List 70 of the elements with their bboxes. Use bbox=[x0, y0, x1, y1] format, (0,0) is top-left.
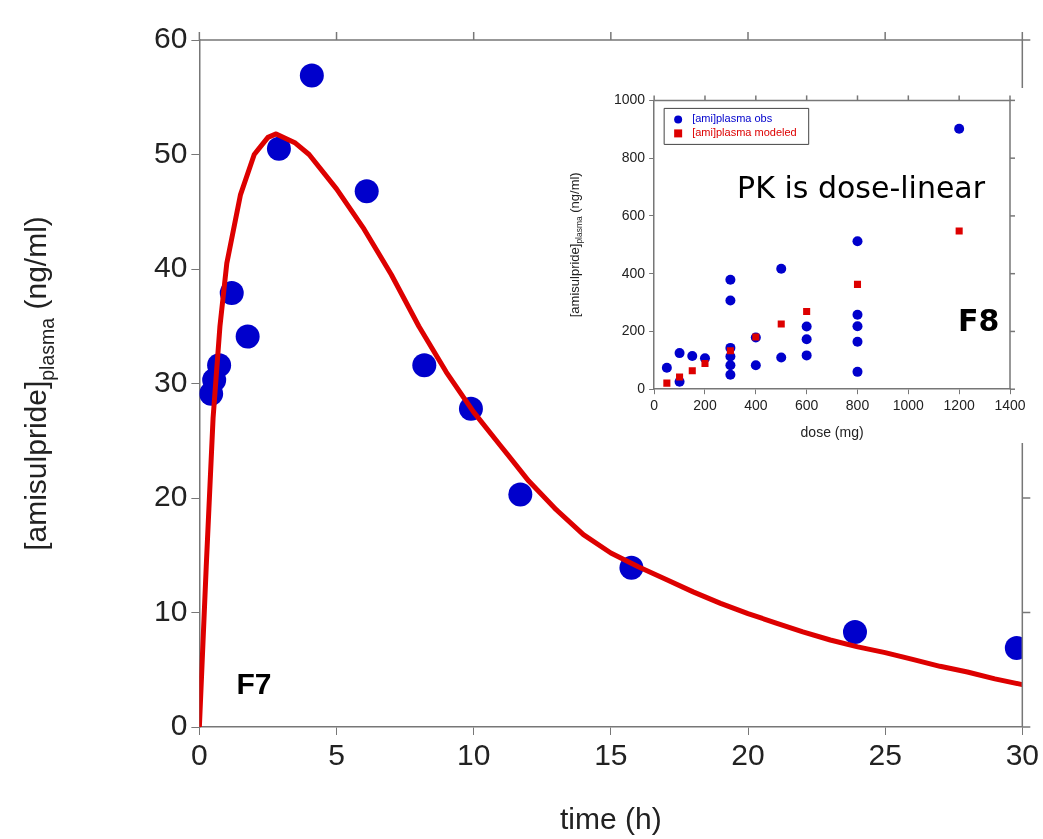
x-tick-label: 10 bbox=[457, 738, 491, 772]
y-tick-label: 600 bbox=[621, 206, 646, 223]
point bbox=[508, 482, 533, 507]
annotation: F8 bbox=[957, 302, 1000, 338]
x-tick-label: 20 bbox=[731, 738, 765, 772]
x-tick-label: 15 bbox=[594, 738, 628, 772]
annotation: PK is dose-linear bbox=[737, 169, 986, 205]
x-axis-title: dose (mg) bbox=[800, 423, 864, 440]
x-tick-label: 5 bbox=[328, 738, 345, 772]
y-tick-label: 40 bbox=[153, 250, 188, 284]
y-tick-label: 60 bbox=[153, 21, 188, 55]
point bbox=[954, 123, 965, 134]
point bbox=[687, 350, 698, 361]
x-tick-label: 200 bbox=[693, 397, 717, 414]
y-tick-label: 200 bbox=[621, 322, 646, 339]
point bbox=[801, 334, 812, 345]
x-tick-label: 400 bbox=[744, 397, 768, 414]
x-tick-label: 1000 bbox=[892, 397, 925, 414]
point bbox=[661, 362, 672, 373]
point bbox=[801, 321, 812, 332]
point bbox=[776, 352, 787, 363]
point bbox=[842, 619, 867, 644]
x-tick-label: 800 bbox=[845, 397, 870, 414]
point bbox=[852, 309, 863, 320]
point bbox=[266, 136, 291, 161]
point bbox=[725, 274, 736, 285]
point bbox=[852, 336, 863, 347]
point bbox=[688, 367, 696, 375]
y-tick-label: 20 bbox=[153, 479, 188, 513]
point bbox=[725, 369, 736, 380]
point bbox=[235, 324, 260, 349]
annotation: F7 bbox=[236, 667, 272, 701]
point bbox=[852, 321, 863, 332]
legend-label: [ami]plasma obs bbox=[692, 112, 773, 125]
point bbox=[725, 360, 736, 371]
y-tick-label: 800 bbox=[621, 149, 646, 166]
y-tick-label: 50 bbox=[153, 135, 188, 169]
point bbox=[299, 63, 324, 88]
y-tick-label: 0 bbox=[170, 708, 188, 742]
x-axis-title: time (h) bbox=[560, 802, 662, 836]
point bbox=[776, 263, 787, 274]
x-tick-label: 1200 bbox=[943, 397, 975, 414]
point bbox=[674, 348, 685, 359]
point bbox=[955, 227, 963, 235]
point bbox=[853, 280, 862, 288]
point bbox=[726, 347, 734, 355]
x-tick-label: 30 bbox=[1005, 738, 1039, 772]
point bbox=[663, 379, 671, 387]
point bbox=[750, 360, 761, 371]
point bbox=[777, 320, 785, 328]
y-tick-label: 400 bbox=[621, 264, 646, 281]
y-axis-title: [amisulpride]plasma (ng/ml) bbox=[19, 216, 58, 551]
point bbox=[852, 366, 863, 377]
x-tick-label: 25 bbox=[868, 738, 902, 772]
y-axis-title: [amisulpride]plasma (ng/ml) bbox=[566, 172, 584, 318]
point bbox=[852, 236, 863, 247]
y-tick-label: 1000 bbox=[613, 91, 646, 108]
point bbox=[354, 179, 379, 204]
y-tick-label: 10 bbox=[153, 593, 188, 627]
point bbox=[676, 373, 684, 381]
legend-label: [ami]plasma modeled bbox=[692, 126, 797, 139]
point bbox=[801, 350, 812, 361]
point bbox=[725, 295, 736, 306]
x-tick-label: 0 bbox=[650, 397, 659, 414]
point bbox=[412, 353, 437, 378]
x-tick-label: 600 bbox=[794, 397, 819, 414]
point bbox=[803, 307, 811, 316]
point bbox=[701, 359, 709, 368]
y-tick-label: 0 bbox=[637, 380, 646, 397]
x-tick-label: 1400 bbox=[994, 397, 1026, 414]
